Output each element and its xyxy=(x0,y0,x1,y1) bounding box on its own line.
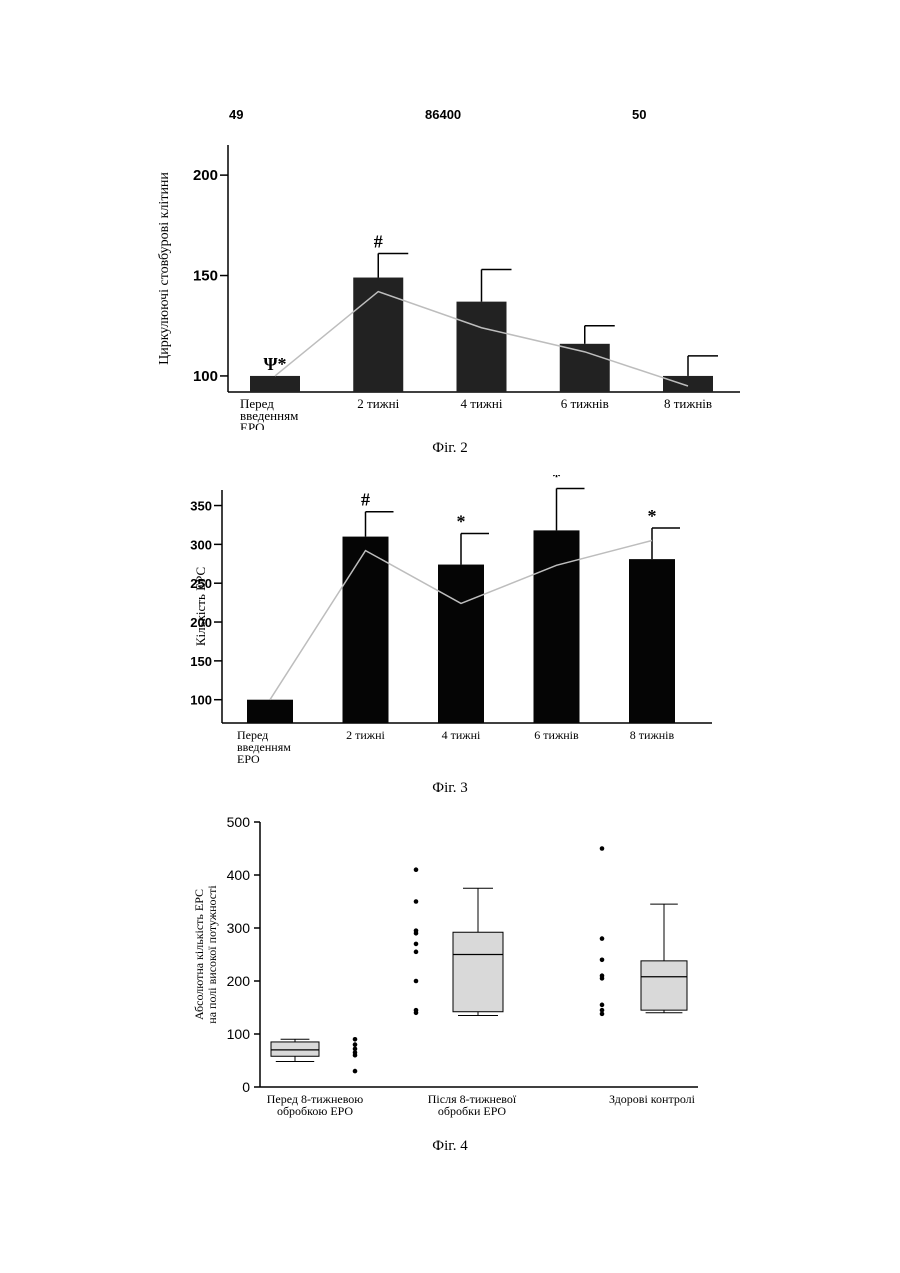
box xyxy=(641,961,687,1010)
bar xyxy=(343,537,389,723)
significance-marker: * xyxy=(457,511,466,531)
significance-marker: # xyxy=(374,231,383,251)
figure-4-caption: Фіг. 4 xyxy=(0,1138,900,1155)
category-label: Перед 8-тижневоюобробкою EPO xyxy=(267,1092,364,1118)
data-point xyxy=(600,1012,605,1017)
y-tick-label: 400 xyxy=(227,867,251,883)
data-point xyxy=(353,1053,358,1058)
category-label: Здорові контролі xyxy=(609,1092,696,1106)
y-tick-label: 300 xyxy=(227,920,251,936)
y-axis-label-line: на полі високої потужності xyxy=(205,885,219,1024)
data-point xyxy=(600,1003,605,1008)
category-label: 8 тижнів xyxy=(664,396,712,411)
significance-marker: # xyxy=(361,490,370,510)
y-tick-label: 150 xyxy=(190,654,212,669)
y-axis-label-line: Абсолютна кількість ЕРС xyxy=(192,889,206,1020)
category-label-line: 6 тижнів xyxy=(561,396,609,411)
figure-4-box-plot: 0 100 200 300 400 500 Абсолютна кількість ЕРСн… xyxy=(0,810,900,1140)
category-label: ПередвведеннямEPO xyxy=(237,728,291,766)
data-point xyxy=(414,942,419,947)
y-tick-label: 500 xyxy=(227,814,251,830)
bar xyxy=(663,376,713,392)
data-point xyxy=(414,867,419,872)
y-tick-label: 100 xyxy=(190,693,212,708)
significance-marker: * xyxy=(552,475,561,486)
category-label: Після 8-тижневоїобробки EPO xyxy=(428,1092,517,1118)
data-point xyxy=(600,936,605,941)
category-label-line: EPO xyxy=(237,752,260,766)
category-label-line: 8 тижнів xyxy=(630,728,675,742)
category-label-line: 2 тижні xyxy=(346,728,385,742)
significance-marker: * xyxy=(648,506,657,526)
bar xyxy=(250,376,300,392)
bar xyxy=(247,700,293,723)
figure-2-caption: Фіг. 2 xyxy=(0,440,900,457)
category-label: 6 тижнів xyxy=(534,728,579,742)
data-point xyxy=(414,899,419,904)
category-label: 6 тижнів xyxy=(561,396,609,411)
box xyxy=(453,932,503,1012)
category-label-line: обробки EPO xyxy=(438,1104,506,1118)
y-tick-label: 100 xyxy=(193,368,218,385)
y-tick-label: 150 xyxy=(193,268,218,285)
y-axis-label: Кількість ЕРС xyxy=(193,567,208,646)
data-point xyxy=(414,931,419,936)
category-label: 8 тижнів xyxy=(630,728,675,742)
bar xyxy=(629,559,675,723)
bar xyxy=(457,302,507,392)
data-point xyxy=(414,1011,419,1016)
page-number-right: 50 xyxy=(632,107,646,122)
category-label-line: 6 тижнів xyxy=(534,728,579,742)
box xyxy=(271,1042,319,1056)
category-label-line: 4 тижні xyxy=(461,396,503,411)
y-tick-label: 350 xyxy=(190,499,212,514)
bar xyxy=(560,344,610,392)
category-label: 4 тижні xyxy=(461,396,503,411)
bar xyxy=(438,565,484,723)
y-tick-label: 0 xyxy=(242,1079,250,1095)
patent-number: 86400 xyxy=(425,107,461,122)
category-label-line: EPO xyxy=(240,420,265,430)
data-point xyxy=(600,976,605,981)
category-label-line: 2 тижні xyxy=(357,396,399,411)
category-label-line: обробкою EPO xyxy=(277,1104,353,1118)
figure-3-caption: Фіг. 3 xyxy=(0,780,900,797)
bar xyxy=(353,278,403,392)
data-point xyxy=(414,950,419,955)
bar xyxy=(534,530,580,723)
category-label-line: 8 тижнів xyxy=(664,396,712,411)
data-point xyxy=(353,1042,358,1047)
figure-3-bar-chart: 100150200250300350Кількість ЕРСПередввед… xyxy=(0,475,900,775)
figure-2-bar-chart: 100 150 200 Циркулюючі стовбурові клітини Ψ*… xyxy=(0,130,900,430)
data-point xyxy=(353,1037,358,1042)
category-label-line: 4 тижні xyxy=(442,728,481,742)
category-label: ПередвведеннямEPO xyxy=(240,396,298,430)
y-tick-label: 200 xyxy=(227,973,251,989)
y-axis-label: Циркулюючі стовбурові клітини xyxy=(157,172,172,365)
category-label-line: Здорові контролі xyxy=(609,1092,696,1106)
y-tick-label: 300 xyxy=(190,537,212,552)
category-label: 2 тижні xyxy=(346,728,385,742)
data-point xyxy=(600,846,605,851)
category-label: 2 тижні xyxy=(357,396,399,411)
data-point xyxy=(600,958,605,963)
significance-marker: Ψ* xyxy=(263,354,286,374)
data-point xyxy=(414,979,419,984)
page-number-left: 49 xyxy=(229,107,243,122)
y-axis-label: Абсолютна кількість ЕРСна полі високої п… xyxy=(192,885,219,1024)
category-label: 4 тижні xyxy=(442,728,481,742)
y-tick-label: 100 xyxy=(227,1026,251,1042)
data-point xyxy=(353,1069,358,1074)
y-tick-label: 200 xyxy=(193,167,218,184)
